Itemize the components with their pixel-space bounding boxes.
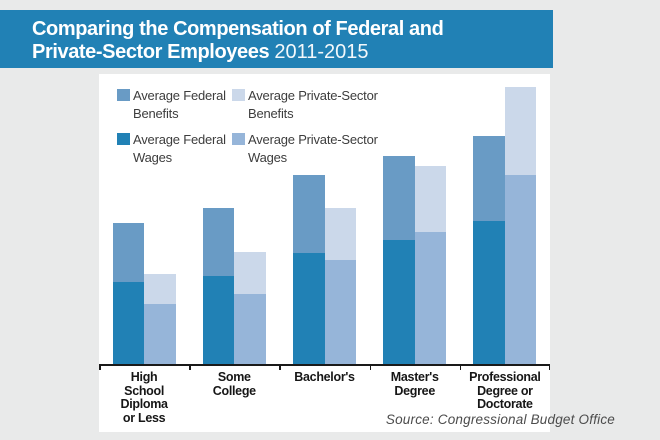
page-title-line2: Private-Sector Employees 2011-2015 [32,41,553,64]
bar-segment-federal-benefits-0 [112,223,145,282]
x-axis-label-4: Professional Degree or Doctorate [469,370,541,411]
legend-swatch-federal-benefits [117,89,130,101]
chart-card: Average Federal Benefits Average Private-S… [99,74,550,432]
plot-area [99,74,550,364]
x-axis-label-1: Some College [212,370,256,398]
legend-label-federal-benefits: Average Federal Benefits [133,88,226,121]
bar-segment-federal-wages-3 [383,240,415,364]
bar-segment-private-wages-0 [144,304,176,364]
bar-segment-private-benefits-4 [504,87,537,175]
legend-item-private-wages: Average Private-Sector Wages [232,131,378,166]
legend-item-federal-benefits: Average Federal Benefits [117,87,226,122]
legend-item-federal-wages: Average Federal Wages [117,131,226,166]
bar-segment-federal-benefits-2 [293,175,325,253]
x-axis-label-3: Master's Degree [390,370,439,398]
legend-label-private-benefits: Average Private-Sector Benefits [248,88,378,121]
x-axis-tick [279,366,281,370]
bar-segment-federal-benefits-4 [473,136,505,221]
bar-segment-private-benefits-3 [414,166,447,232]
legend-swatch-private-benefits [232,89,245,101]
page-title-line2-bold: Private-Sector Employees [32,41,270,63]
bar-segment-private-benefits-2 [324,208,356,260]
bar-segment-private-wages-3 [414,232,447,364]
x-axis-tick [189,366,191,370]
x-axis-label-0: High School Diploma or Less [120,370,168,425]
bar-segment-federal-benefits-3 [383,156,415,240]
x-axis-tick [548,366,550,370]
bar-segment-private-benefits-1 [234,252,266,294]
x-axis-tick [459,366,462,370]
legend-item-private-benefits: Average Private-Sector Benefits [232,87,378,122]
bar-segment-federal-wages-0 [112,282,145,364]
x-axis-label-2: Bachelor's [294,370,355,384]
bar-segment-federal-wages-2 [293,253,325,364]
bar-segment-private-wages-2 [324,260,356,364]
legend-label-federal-wages: Average Federal Wages [133,132,226,165]
x-axis-tick [99,366,101,370]
x-axis-tick [369,366,372,370]
bar-segment-private-wages-1 [234,294,266,364]
bar-segment-federal-benefits-1 [202,208,235,276]
header-band: Comparing the Compensation of Federal an… [0,10,553,68]
bar-segment-private-wages-4 [504,175,537,364]
source-note: Source: Congressional Budget Office [385,412,615,427]
x-axis-line [99,364,550,366]
legend: Average Federal Benefits Average Private-S… [99,74,550,184]
page-title-line1: Comparing the Compensation of Federal an… [32,18,444,40]
bar-segment-federal-wages-4 [473,221,505,364]
legend-swatch-private-wages [232,133,245,145]
bar-segment-federal-wages-1 [202,276,235,364]
legend-label-private-wages: Average Private-Sector Wages [248,132,378,165]
bar-segment-private-benefits-0 [144,274,176,304]
legend-swatch-federal-wages [117,133,130,145]
page-title-period: 2011-2015 [274,41,369,63]
